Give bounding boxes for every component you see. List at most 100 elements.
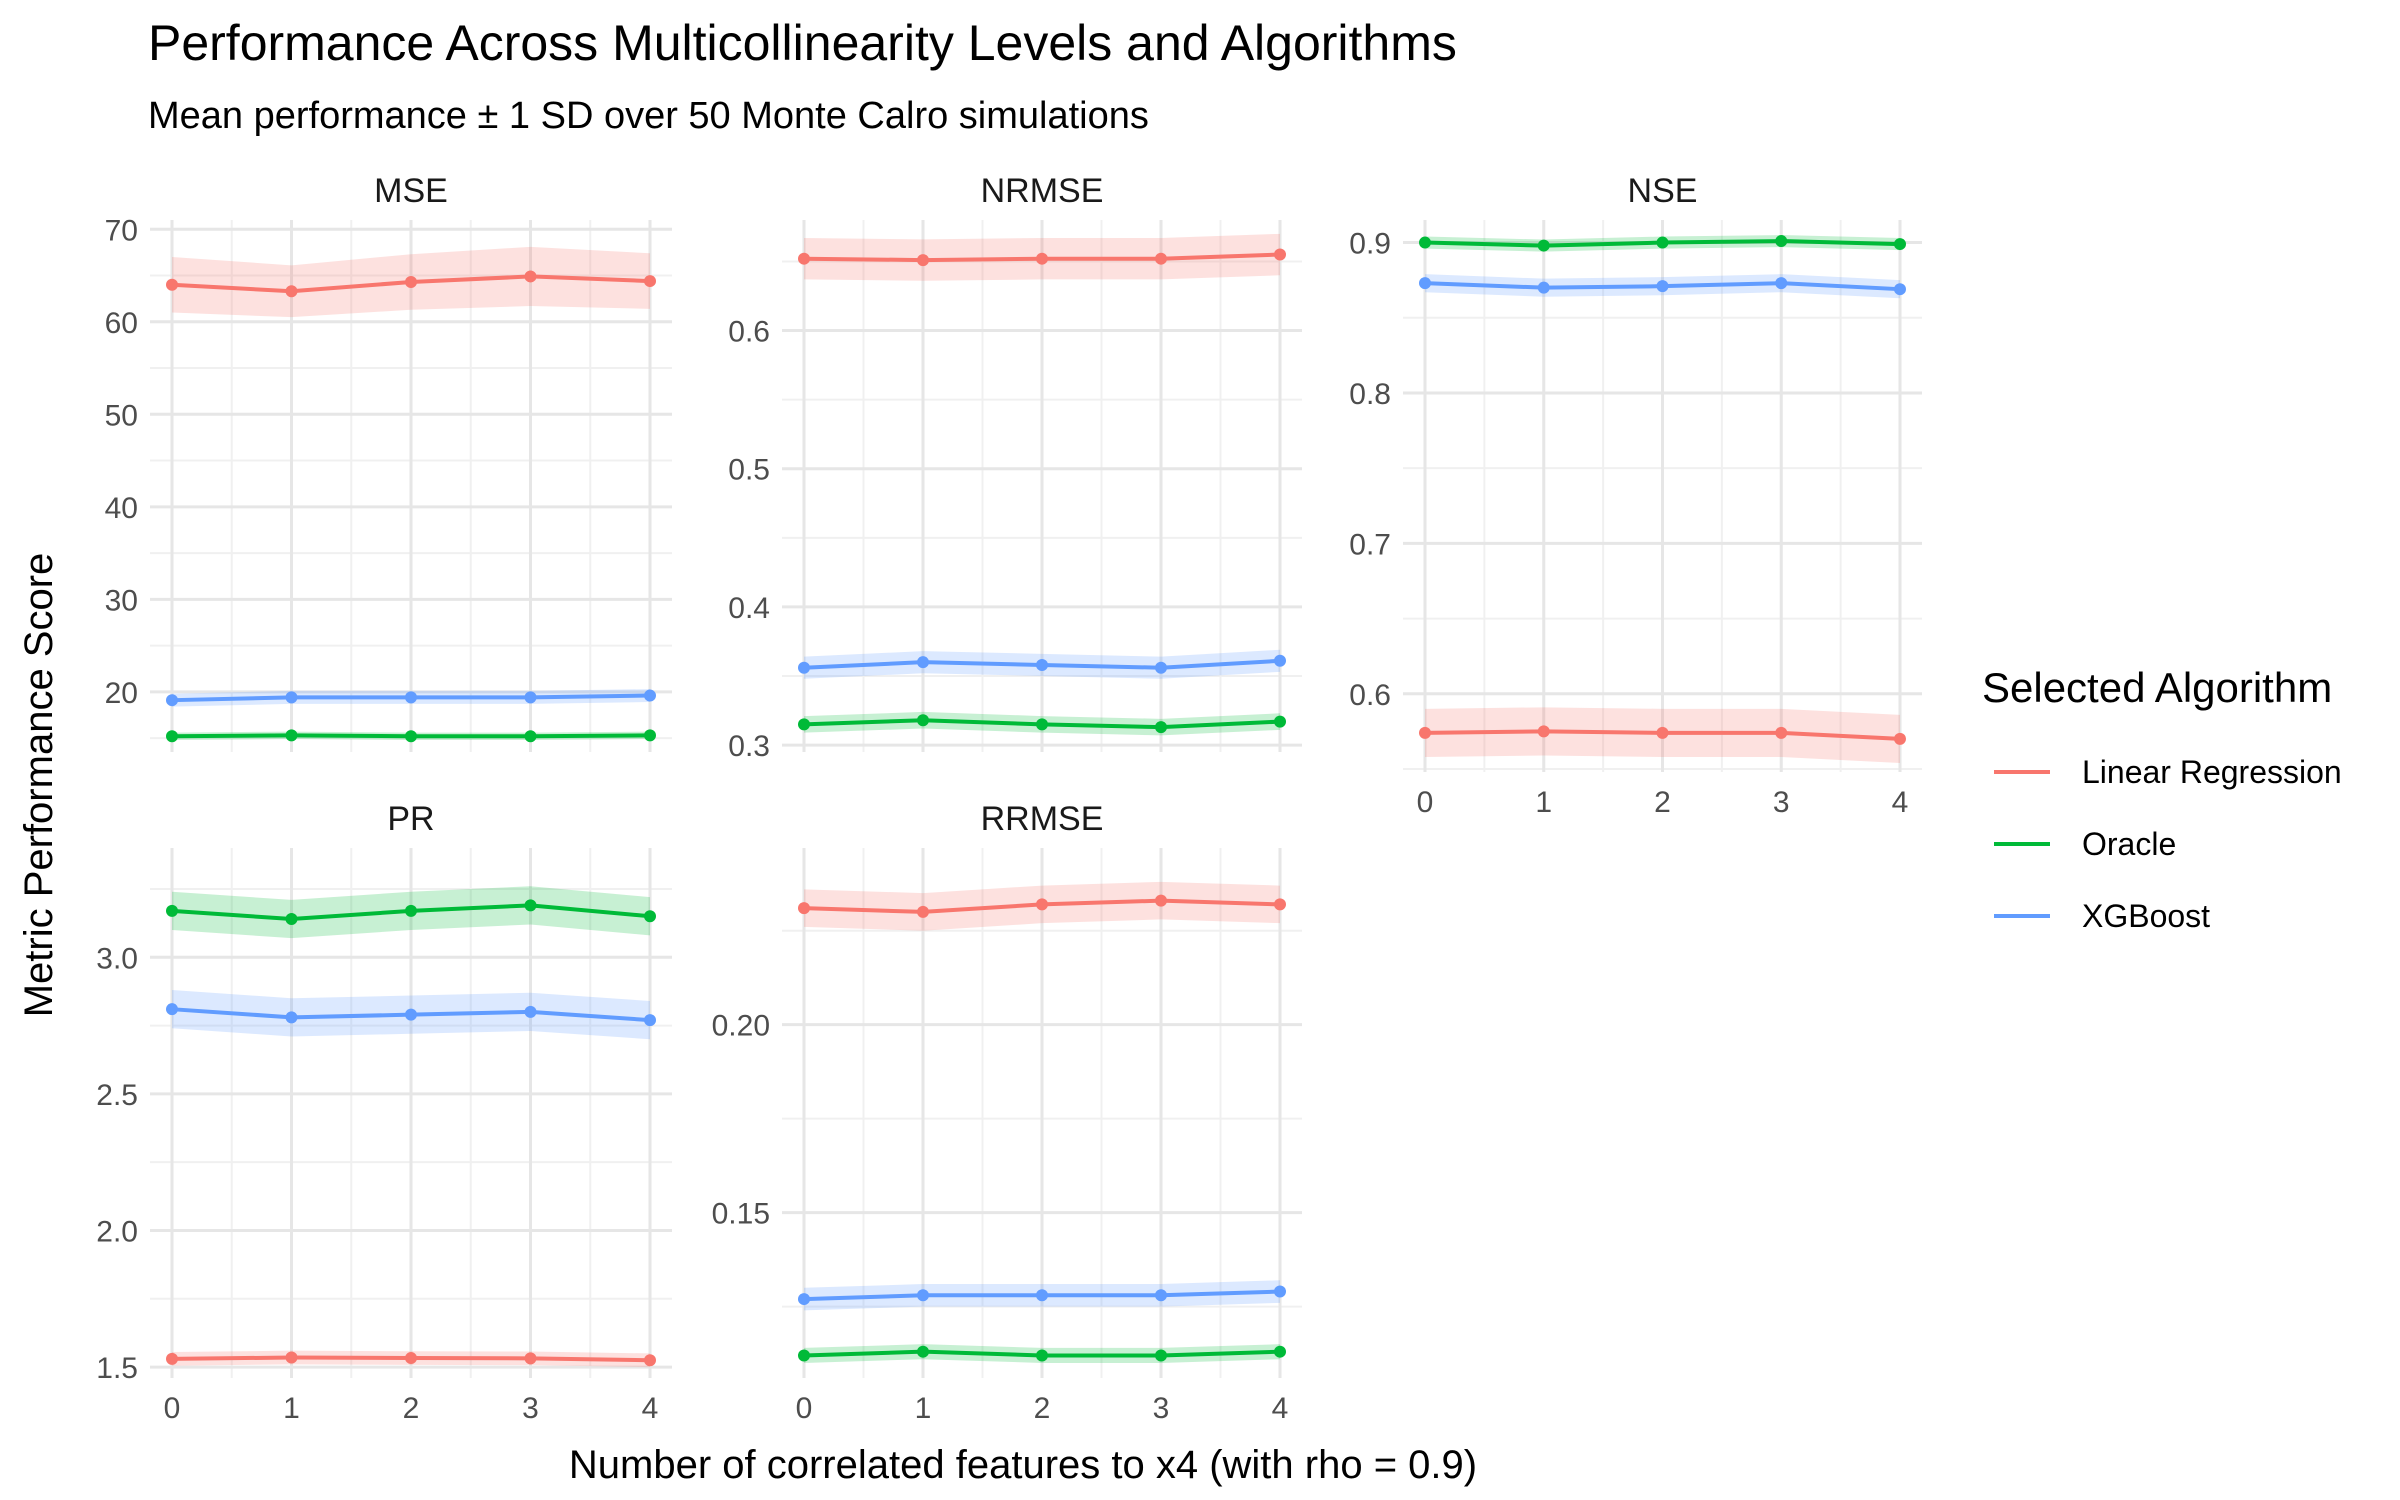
data-point	[1274, 898, 1286, 911]
data-point	[405, 904, 417, 917]
legend-label: Oracle	[2082, 826, 2176, 862]
y-tick-label: 0.3	[728, 730, 770, 763]
panel-mse: MSE 20 30 40 50 60 70	[105, 172, 672, 752]
data-point	[285, 1011, 298, 1024]
x-tick-label: 1	[915, 1392, 932, 1425]
y-tick-label: 0.15	[712, 1198, 770, 1231]
data-point	[1036, 718, 1048, 731]
data-point	[644, 1014, 656, 1027]
y-tick-label: 0.8	[1349, 378, 1391, 411]
legend-label: Linear Regression	[2082, 754, 2342, 790]
data-point	[1419, 236, 1431, 249]
data-point	[1155, 1289, 1167, 1302]
data-point	[1775, 235, 1788, 248]
data-point	[1036, 252, 1048, 265]
data-point	[405, 691, 417, 704]
data-point	[285, 729, 298, 742]
data-point	[798, 1349, 810, 1362]
data-point	[1894, 732, 1906, 745]
x-axis-label: Number of correlated features to x4 (wit…	[569, 1443, 1477, 1487]
data-point	[1274, 654, 1286, 667]
panel-title-rrmse: RRMSE	[981, 800, 1104, 838]
data-point	[644, 1354, 656, 1367]
data-point	[166, 730, 178, 743]
data-point	[798, 1293, 810, 1306]
data-point	[917, 905, 929, 918]
y-tick-label: 0.6	[728, 316, 770, 349]
data-point	[1155, 252, 1167, 265]
data-point	[1894, 283, 1906, 296]
data-point	[1274, 1285, 1286, 1298]
y-tick-label: 3.0	[96, 942, 138, 975]
data-point	[405, 275, 417, 288]
data-point	[524, 1352, 537, 1365]
data-point	[285, 691, 298, 704]
y-tick-label: 0.9	[1349, 228, 1391, 261]
data-point	[1155, 894, 1167, 907]
x-tick-label: 1	[1535, 786, 1552, 819]
y-tick-label: 1.5	[96, 1352, 138, 1385]
data-point	[917, 656, 929, 669]
data-point	[1775, 726, 1788, 739]
data-point	[644, 729, 656, 742]
x-tick-label: 3	[1773, 786, 1790, 819]
y-axis-label: Metric Performance Score	[17, 553, 61, 1018]
x-tick-label: 4	[1892, 786, 1909, 819]
data-point	[524, 899, 537, 912]
data-point	[1419, 726, 1431, 739]
data-point	[798, 661, 810, 674]
data-point	[166, 1352, 178, 1365]
data-point	[285, 1351, 298, 1364]
data-point	[1155, 661, 1167, 674]
data-point	[1419, 277, 1431, 290]
y-tick-label: 0.4	[728, 592, 770, 625]
y-tick-label: 30	[105, 584, 138, 617]
data-point	[917, 1289, 929, 1302]
data-point	[917, 254, 929, 267]
data-point	[1036, 658, 1048, 671]
panel-rrmse: RRMSE 0.15 0.20 0 1 2 3 4	[712, 800, 1302, 1425]
data-point	[524, 691, 537, 704]
data-point	[917, 1345, 929, 1358]
y-tick-label: 2.5	[96, 1079, 138, 1112]
x-tick-label: 1	[283, 1392, 300, 1425]
data-point	[1537, 281, 1550, 294]
facet-panels: MSE203040506070NRMSE0.30.40.50.6NSE0.60.…	[96, 172, 1922, 1425]
x-tick-label: 0	[1417, 786, 1434, 819]
data-point	[1155, 1349, 1167, 1362]
y-tick-label: 70	[105, 214, 138, 247]
data-point	[405, 730, 417, 743]
x-tick-label: 0	[164, 1392, 181, 1425]
y-tick-label: 0.20	[712, 1010, 770, 1043]
y-tick-label: 2.0	[96, 1215, 138, 1248]
data-point	[166, 694, 178, 707]
y-tick-label: 20	[105, 677, 138, 710]
panel-pr: PR 1.5 2.0 2.5 3.0 0 1 2 3 4	[96, 800, 672, 1425]
x-tick-label: 4	[1272, 1392, 1289, 1425]
x-tick-label: 2	[1034, 1392, 1051, 1425]
x-tick-label: 3	[1153, 1392, 1170, 1425]
legend-title: Selected Algorithm	[1982, 664, 2332, 711]
panel-nrmse: NRMSE 0.3 0.4 0.5 0.6	[728, 172, 1302, 763]
data-point	[1274, 248, 1286, 261]
data-point	[1656, 280, 1669, 293]
data-point	[166, 904, 178, 917]
x-tick-label: 4	[642, 1392, 659, 1425]
data-point	[798, 718, 810, 731]
panel-title-pr: PR	[387, 800, 434, 838]
data-point	[1656, 726, 1669, 739]
legend: Selected Algorithm Linear Regression Orac…	[1982, 664, 2342, 934]
y-tick-label: 0.7	[1349, 528, 1391, 561]
data-point	[917, 714, 929, 727]
data-point	[166, 1003, 178, 1016]
data-point	[1274, 1345, 1286, 1358]
panel-title-nrmse: NRMSE	[981, 172, 1104, 210]
data-point	[644, 689, 656, 702]
data-point	[524, 270, 537, 283]
panel-title-nse: NSE	[1628, 172, 1698, 210]
data-point	[285, 913, 298, 926]
y-tick-label: 60	[105, 307, 138, 340]
y-tick-label: 0.5	[728, 454, 770, 487]
legend-label: XGBoost	[2082, 898, 2210, 934]
